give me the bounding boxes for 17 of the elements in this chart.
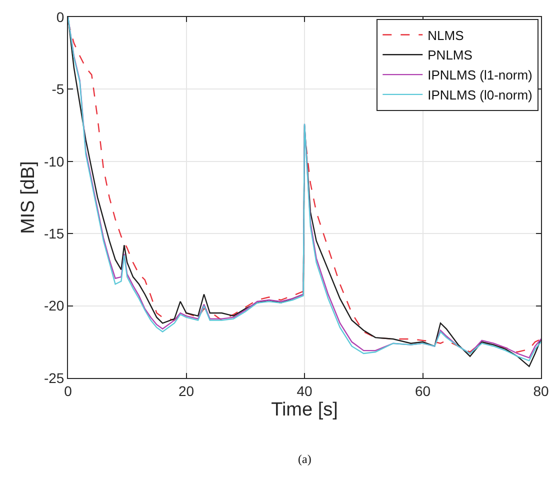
- x-tick-label: 80: [533, 382, 549, 399]
- y-tick-label: -20: [44, 298, 64, 314]
- y-axis-title: MIS [dB]: [18, 161, 39, 234]
- y-tick-label: 0: [56, 8, 64, 25]
- x-tick-label: 40: [296, 382, 312, 399]
- x-axis-title: Time [s]: [271, 400, 338, 421]
- x-tick-label: 20: [178, 382, 194, 399]
- y-tick-label: -25: [44, 370, 64, 386]
- legend-label: PNLMS: [428, 48, 473, 63]
- legend-label: IPNLMS (l0-norm): [428, 88, 532, 103]
- y-tick-label: -10: [44, 153, 64, 170]
- x-tick-label: 60: [414, 382, 431, 399]
- text: (a): [298, 452, 312, 466]
- legend-label: IPNLMS (l1-norm): [428, 68, 532, 83]
- legend-label: NLMS: [428, 28, 464, 43]
- y-tick-label: -15: [44, 226, 64, 242]
- y-tick-label: -5: [52, 81, 64, 98]
